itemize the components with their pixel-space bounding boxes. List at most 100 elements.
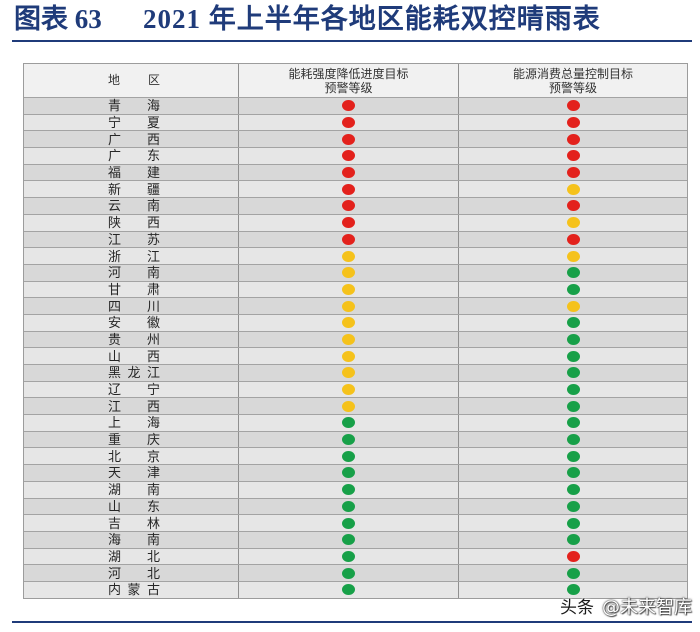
region-cell: 江 苏	[24, 232, 238, 248]
region-name: 福 建	[108, 165, 160, 181]
watermark: 头条 @未来智库	[560, 597, 692, 619]
region-cell: 辽 宁	[24, 382, 238, 398]
region-cell: 上 海	[24, 415, 238, 431]
total-warning-cell	[458, 98, 687, 114]
total-warning-cell	[458, 331, 687, 348]
region-name: 内蒙古	[108, 582, 160, 598]
table-row: 甘 肃	[24, 280, 687, 298]
table-row: 海 南	[24, 530, 687, 548]
intensity-warning-cell	[238, 481, 458, 498]
table-row: 上 海	[24, 414, 687, 431]
region-name: 江 西	[108, 398, 160, 414]
intensity-warning-cell	[238, 348, 458, 364]
region-name: 湖 南	[108, 482, 160, 498]
intensity-warning-cell	[238, 448, 458, 465]
total-warning-cell	[458, 198, 687, 214]
intensity-warning-cell	[238, 148, 458, 164]
region-cell: 宁 夏	[24, 115, 238, 131]
intensity-warning-dot	[342, 233, 355, 245]
total-warning-cell	[458, 298, 687, 314]
intensity-warning-cell	[238, 331, 458, 348]
figure-title-text: 2021 年上半年各地区能耗双控晴雨表	[143, 4, 601, 34]
region-name: 安 徽	[108, 315, 160, 331]
total-warning-dot	[566, 183, 580, 195]
total-warning-cell	[458, 264, 687, 281]
figure-label: 图表 63	[14, 4, 102, 34]
table-row: 黑龙江	[24, 364, 687, 381]
total-warning-cell	[458, 398, 687, 415]
intensity-warning-cell	[238, 98, 458, 114]
intensity-warning-cell	[238, 181, 458, 198]
intensity-warning-cell	[238, 531, 458, 548]
intensity-warning-cell	[238, 281, 458, 298]
table-row: 福 建	[24, 163, 687, 181]
region-name: 上 海	[108, 415, 160, 431]
header-region: 地 区	[24, 64, 238, 97]
region-cell: 江 西	[24, 398, 238, 414]
total-warning-cell	[458, 465, 687, 481]
total-warning-cell	[458, 431, 687, 448]
total-warning-dot	[566, 267, 580, 279]
table-row: 湖 北	[24, 547, 687, 565]
table-row: 青 海	[24, 97, 687, 114]
region-name: 青 海	[108, 98, 160, 114]
region-name: 甘 肃	[108, 281, 160, 297]
table-row: 安 徽	[24, 313, 687, 331]
table-row: 四 川	[24, 297, 687, 314]
header-energy-intensity: 能耗强度降低进度目标 预警等级	[238, 64, 458, 97]
watermark-source: 头条	[560, 598, 594, 618]
total-warning-cell	[458, 448, 687, 465]
table-row: 贵 州	[24, 330, 687, 348]
total-warning-cell	[458, 148, 687, 164]
intensity-warning-dot	[342, 384, 355, 396]
intensity-warning-dot	[342, 217, 355, 229]
region-name: 云 南	[108, 198, 160, 214]
intensity-warning-cell	[238, 114, 458, 131]
table-row: 吉 林	[24, 514, 687, 531]
header-energy-total: 能源消费总量控制目标 预警等级	[458, 64, 687, 97]
header-energy-intensity-line1: 能耗强度降低进度目标	[288, 66, 409, 81]
region-cell: 浙 江	[24, 248, 238, 264]
intensity-warning-dot	[342, 133, 355, 145]
total-warning-dot	[566, 550, 580, 562]
total-warning-dot	[566, 200, 580, 212]
header-energy-total-line1: 能源消费总量控制目标	[512, 66, 633, 81]
intensity-warning-cell	[238, 214, 458, 231]
intensity-warning-dot	[342, 500, 355, 512]
intensity-warning-dot	[342, 300, 355, 312]
total-warning-cell	[458, 248, 687, 264]
region-name: 海 南	[108, 532, 160, 548]
total-warning-dot	[566, 217, 580, 229]
total-warning-cell	[458, 548, 687, 565]
region-cell: 云 南	[24, 198, 238, 214]
region-cell: 北 京	[24, 448, 238, 464]
intensity-warning-dot	[342, 150, 355, 162]
intensity-warning-cell	[238, 264, 458, 281]
region-cell: 青 海	[24, 98, 238, 114]
total-warning-dot	[566, 467, 580, 479]
table-row: 北 京	[24, 447, 687, 465]
intensity-warning-dot	[342, 584, 355, 596]
total-warning-dot	[566, 300, 580, 312]
table-row: 新 疆	[24, 180, 687, 198]
region-name: 黑龙江	[108, 365, 160, 381]
table-row: 云 南	[24, 197, 687, 214]
table-row: 江 苏	[24, 230, 687, 248]
total-warning-cell	[458, 498, 687, 515]
table-row: 广 东	[24, 147, 687, 164]
total-warning-cell	[458, 581, 687, 598]
total-warning-cell	[458, 365, 687, 381]
total-warning-dot	[566, 317, 580, 329]
intensity-warning-cell	[238, 431, 458, 448]
intensity-warning-cell	[238, 381, 458, 398]
intensity-warning-dot	[342, 550, 355, 562]
table-row: 陕 西	[24, 213, 687, 231]
region-name: 湖 北	[108, 548, 160, 564]
region-name: 宁 夏	[108, 115, 160, 131]
region-name: 四 川	[108, 298, 160, 314]
region-cell: 贵 州	[24, 332, 238, 348]
intensity-warning-dot	[342, 267, 355, 279]
intensity-warning-dot	[342, 200, 355, 212]
intensity-warning-cell	[238, 581, 458, 598]
region-cell: 广 西	[24, 131, 238, 147]
